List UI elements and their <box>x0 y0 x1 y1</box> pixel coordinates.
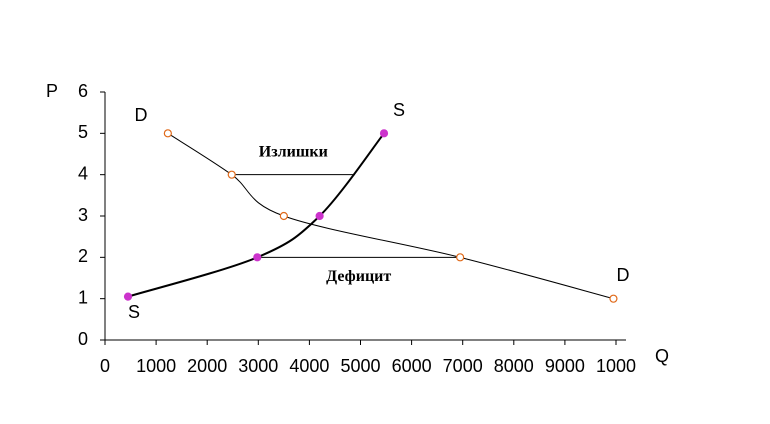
curve-label: D <box>135 105 148 125</box>
x-tick-label: 9000 <box>545 356 585 376</box>
point <box>609 294 618 303</box>
x-tick-label: 7000 <box>443 356 483 376</box>
y-tick-label: 5 <box>78 122 88 142</box>
y-tick-label: 6 <box>78 81 88 101</box>
curve <box>127 132 385 298</box>
x-tick-label: 0 <box>100 356 110 376</box>
annotation: Излишки <box>259 143 328 160</box>
y-tick-label: 0 <box>78 329 88 349</box>
x-tick-label: 4000 <box>289 356 329 376</box>
x-tick-label: 3000 <box>238 356 278 376</box>
point <box>456 253 465 262</box>
point <box>253 253 262 262</box>
x-tick-label: 6000 <box>392 356 432 376</box>
y-tick-label: 3 <box>78 205 88 225</box>
y-axis-label: P <box>46 81 58 101</box>
x-tick-label: 2000 <box>187 356 227 376</box>
curve-label: D <box>617 265 630 285</box>
curve-label: S <box>393 100 405 120</box>
point <box>315 211 324 221</box>
x-tick-label: 8000 <box>494 356 534 376</box>
x-tick-label: 1000 <box>136 356 176 376</box>
y-tick-label: 4 <box>78 163 88 183</box>
x-tick-label: 5000 <box>340 356 380 376</box>
point <box>227 170 236 179</box>
point <box>279 211 288 221</box>
y-tick-label: 1 <box>78 287 88 307</box>
point <box>163 129 172 138</box>
point <box>379 129 389 138</box>
point <box>123 292 133 301</box>
curve-label: S <box>128 302 140 322</box>
curve <box>167 132 614 300</box>
x-tick-label: 1000 <box>596 356 636 376</box>
y-tick-label: 2 <box>78 246 88 266</box>
annotation: Дефицит <box>326 268 391 285</box>
x-axis-label: Q <box>655 346 669 366</box>
